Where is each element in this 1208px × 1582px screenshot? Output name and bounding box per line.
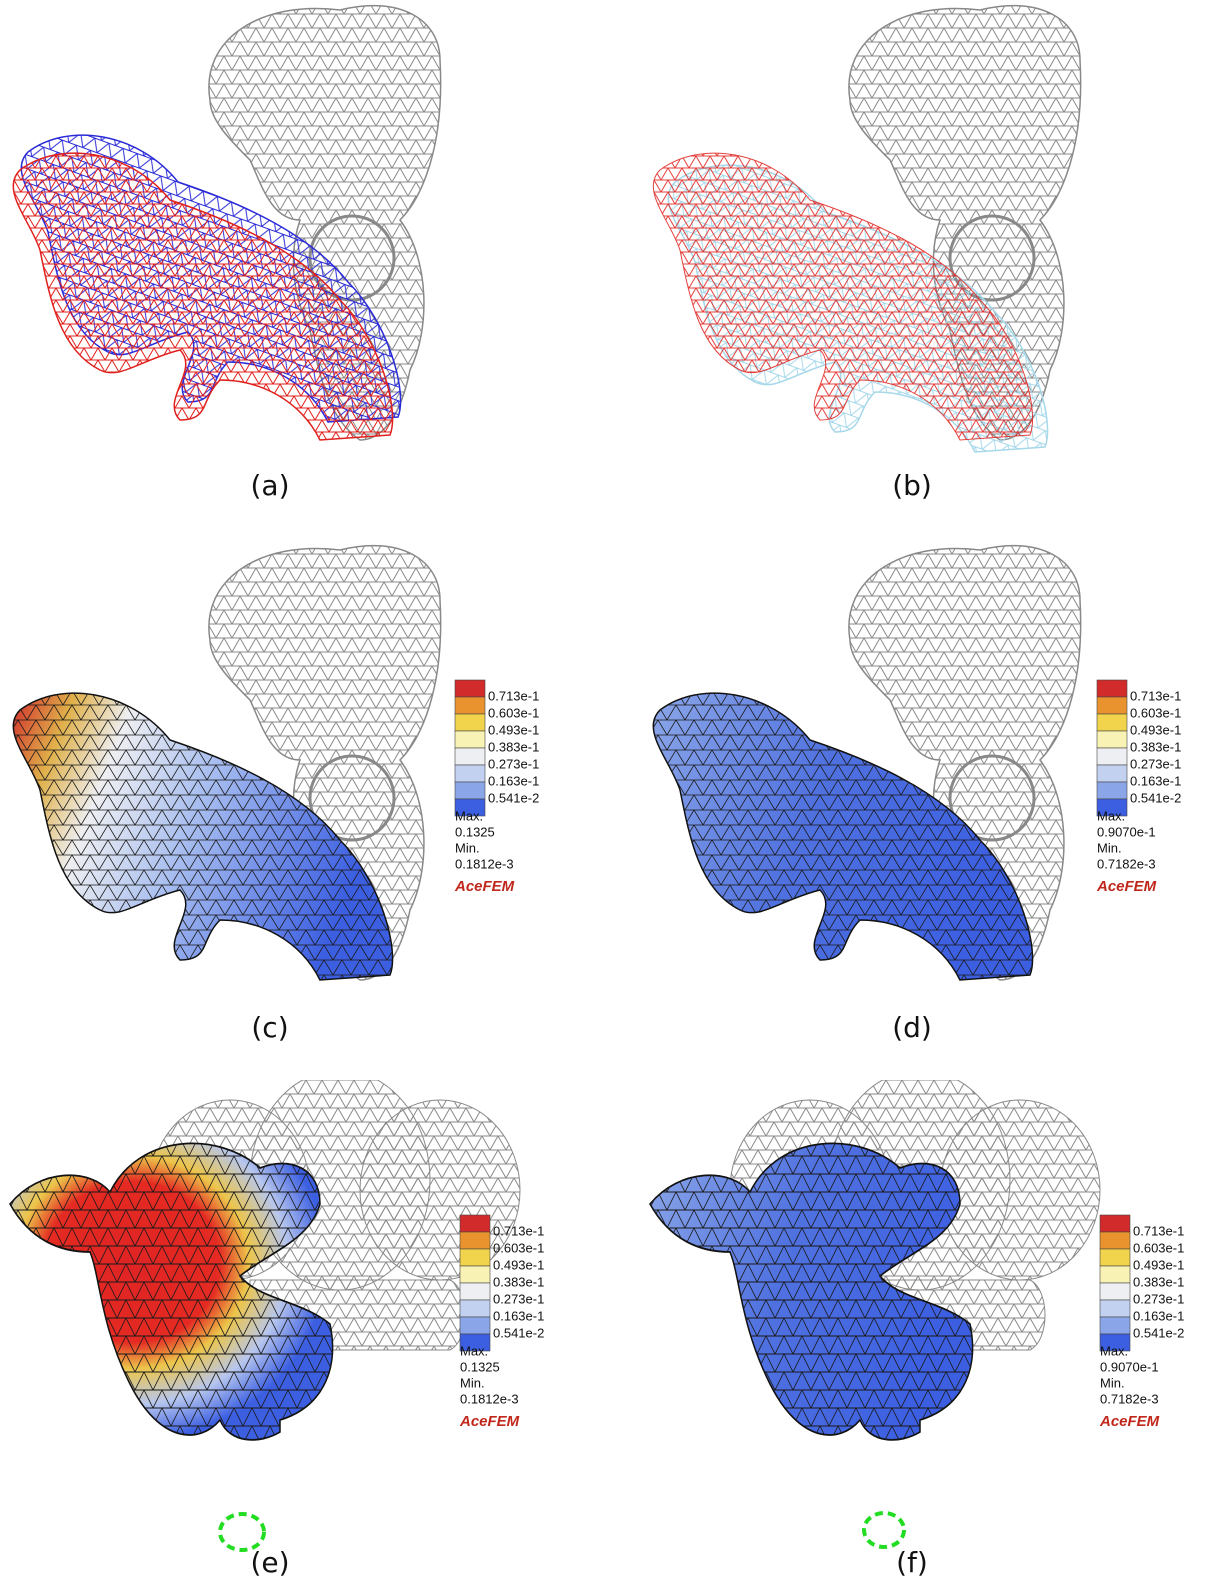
min-value: 0.1812e-3: [455, 856, 514, 871]
legend-level: 0.383e-1: [488, 739, 539, 754]
legend-level: 0.493e-1: [488, 722, 539, 737]
panel-label: (f): [896, 1546, 928, 1579]
legend-swatch: [460, 1300, 490, 1317]
legend-swatch: [1097, 748, 1127, 765]
legend-level: 0.713e-1: [493, 1223, 544, 1238]
legend-level: 0.163e-1: [1130, 773, 1181, 788]
legend-level: 0.603e-1: [1133, 1240, 1184, 1255]
legend-swatch: [1100, 1317, 1130, 1334]
legend-swatch: [460, 1215, 490, 1232]
legend-swatch: [455, 782, 485, 799]
max-label: Max.: [455, 808, 483, 823]
legend-swatch: [1097, 731, 1127, 748]
legend-level: 0.541e-2: [1130, 790, 1181, 805]
panel-c: [13, 546, 440, 980]
legend-swatch: [1100, 1300, 1130, 1317]
legend-swatch: [1100, 1249, 1130, 1266]
max-label: Max.: [1097, 808, 1125, 823]
min-label: Min.: [455, 840, 480, 855]
max-value: 0.1325: [460, 1359, 500, 1374]
legend-swatch: [1097, 765, 1127, 782]
legend-level: 0.163e-1: [493, 1308, 544, 1323]
legend-level: 0.383e-1: [493, 1274, 544, 1289]
panel-f: [650, 1070, 1100, 1547]
legend-level: 0.493e-1: [1133, 1257, 1184, 1272]
panel-label: (c): [251, 1011, 288, 1044]
legend-swatch: [1097, 697, 1127, 714]
legend-level: 0.383e-1: [1130, 739, 1181, 754]
panel-label: (b): [892, 469, 932, 502]
legend-level: 0.273e-1: [1133, 1291, 1184, 1306]
legend-swatch: [1100, 1283, 1130, 1300]
legend-swatch: [1097, 680, 1127, 697]
brand: AceFEM: [1096, 878, 1157, 895]
legend-level: 0.493e-1: [493, 1257, 544, 1272]
legend-swatch: [455, 748, 485, 765]
legend-level: 0.541e-2: [1133, 1325, 1184, 1340]
highlight-circle: [220, 1514, 264, 1550]
figure: (a) (b) (c) 0.713e-1 0.603e-1 0.493e-1 0.383e-…: [0, 0, 1208, 1582]
legend-swatch: [455, 731, 485, 748]
legend-swatch: [460, 1317, 490, 1334]
highlight-circle: [864, 1513, 904, 1547]
legend-level: 0.603e-1: [488, 705, 539, 720]
legend-swatch: [455, 714, 485, 731]
legend-level: 0.163e-1: [1133, 1308, 1184, 1323]
page: Mesh figure {"legend_colors": ["#d22b2b"…: [0, 0, 1208, 1582]
legend-level: 0.541e-2: [488, 790, 539, 805]
max-value: 0.9070e-1: [1100, 1359, 1159, 1374]
legend-swatch: [1097, 782, 1127, 799]
legend-level: 0.493e-1: [1130, 722, 1181, 737]
brand: AceFEM: [459, 1413, 520, 1430]
legend-swatch: [1100, 1215, 1130, 1232]
legend-level: 0.541e-2: [493, 1325, 544, 1340]
legend-level: 0.273e-1: [1130, 756, 1181, 771]
legend-level: 0.273e-1: [493, 1291, 544, 1306]
max-label: Max.: [460, 1343, 488, 1358]
max-label: Max.: [1100, 1343, 1128, 1358]
panel-e: [10, 1070, 520, 1550]
legend-level: 0.163e-1: [488, 773, 539, 788]
panel-label: (e): [250, 1546, 289, 1579]
legend-swatch: [460, 1266, 490, 1283]
min-value: 0.7182e-3: [1100, 1391, 1159, 1406]
panel-label: (d): [892, 1011, 932, 1044]
legend-swatch: [460, 1249, 490, 1266]
legend-level: 0.713e-1: [1133, 1223, 1184, 1238]
legend-level: 0.383e-1: [1133, 1274, 1184, 1289]
legend-level: 0.603e-1: [1130, 705, 1181, 720]
legend-swatch: [455, 680, 485, 697]
legend-swatch: [1097, 714, 1127, 731]
panel-d: [653, 546, 1080, 980]
legend-level: 0.713e-1: [1130, 688, 1181, 703]
min-value: 0.7182e-3: [1097, 856, 1156, 871]
min-label: Min.: [1100, 1375, 1125, 1390]
min-value: 0.1812e-3: [460, 1391, 519, 1406]
legend-level: 0.603e-1: [493, 1240, 544, 1255]
legend-swatch: [455, 765, 485, 782]
panel-a: [13, 6, 440, 440]
legend-swatch: [460, 1232, 490, 1249]
panel-label: (a): [250, 469, 289, 502]
min-label: Min.: [1097, 840, 1122, 855]
panel-b: [653, 6, 1080, 452]
max-value: 0.1325: [455, 824, 495, 839]
legend-level: 0.713e-1: [488, 688, 539, 703]
max-value: 0.9070e-1: [1097, 824, 1156, 839]
legend-swatch: [455, 697, 485, 714]
legend-level: 0.273e-1: [488, 756, 539, 771]
legend-swatch: [1100, 1232, 1130, 1249]
legend-swatch: [1100, 1266, 1130, 1283]
min-label: Min.: [460, 1375, 485, 1390]
brand: AceFEM: [1099, 1413, 1160, 1430]
body: (a) (b) (c) 0.713e-1 0.603e-1 0.493e-1 0.383e-…: [0, 0, 1208, 1582]
brand: AceFEM: [454, 878, 515, 895]
legend-swatch: [460, 1283, 490, 1300]
